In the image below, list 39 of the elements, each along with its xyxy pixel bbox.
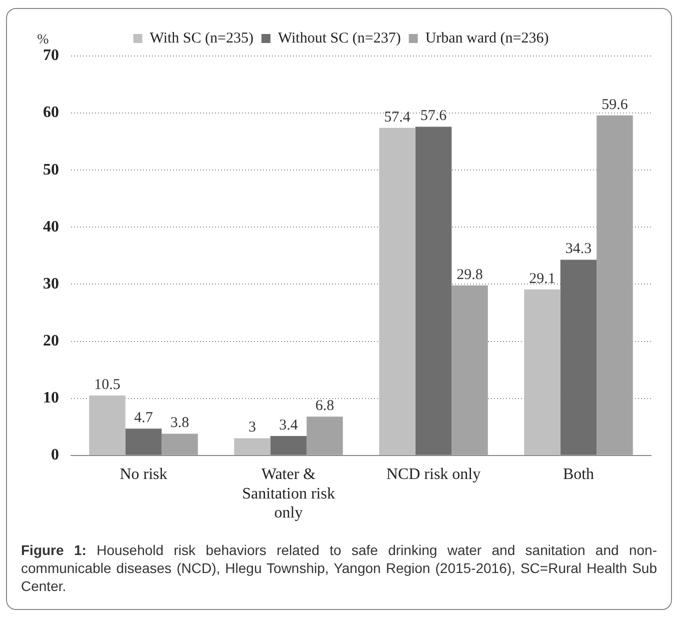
data-label: 29.1 [529,270,556,287]
bar [415,126,452,455]
data-label: 34.3 [565,241,592,258]
bar [89,395,126,455]
bar [524,289,560,455]
y-tick-label: 70 [43,47,59,64]
legend-label: With SC (n=235) [150,30,254,46]
x-tick-label: Water & Sanitation risk only [242,466,335,522]
data-label: 6.8 [315,398,334,414]
data-label: 10.5 [94,376,120,393]
y-tick-label: 30 [43,275,59,292]
y-tick-label: 40 [43,218,59,236]
y-axis-title: % [37,32,50,48]
bar [125,428,162,455]
data-label: 3 [248,420,256,436]
bar [162,434,198,455]
data-label: 57.4 [384,109,411,126]
y-tick-label: 60 [43,104,59,122]
bar [234,438,270,455]
bar [379,128,416,455]
y-tick-label: 10 [43,389,59,406]
legend-label: Urban ward (n=236) [425,30,549,46]
data-label: 4.7 [134,410,154,426]
caption: Figure 1: Household risk behaviors related to safe drinking water and sanitation and non-communicable diseases (NCD), Hlegu Township, Yangon Region (2015-2016), SC=Rural Health Sub Center. [21,541,657,595]
legend-label: Without SC (n=237) [278,30,401,46]
y-tick-label: 0 [51,446,59,464]
data-label: 29.8 [456,266,483,283]
bar [560,260,597,455]
x-tick-label: Both [562,466,594,484]
x-tick-label: No risk [120,466,168,484]
data-label: 57.6 [420,108,448,124]
bar [270,436,307,455]
y-tick-label: 20 [43,332,59,350]
bar [306,416,343,455]
x-tick-label: NCD risk only [386,466,481,484]
data-label: 3.4 [279,417,298,434]
data-label: 59.6 [602,96,628,113]
y-tick-label: 50 [43,161,59,178]
data-label: 3.8 [170,415,190,432]
